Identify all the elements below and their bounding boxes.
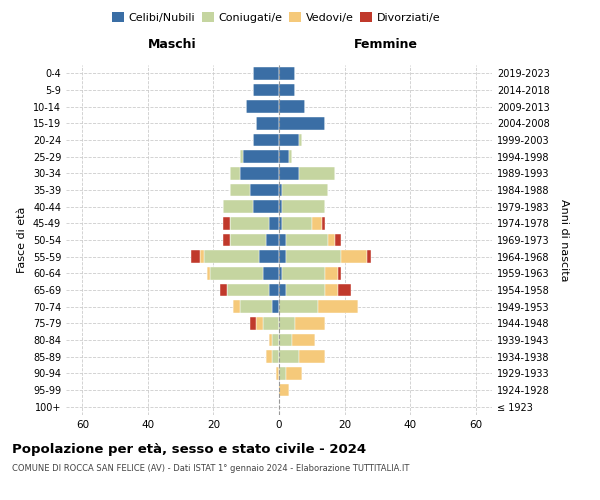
Text: Popolazione per età, sesso e stato civile - 2024: Popolazione per età, sesso e stato civil…: [12, 442, 366, 456]
Bar: [223, 200, 253, 213]
Bar: [299, 350, 325, 363]
Bar: [279, 217, 282, 230]
Bar: [223, 234, 230, 246]
Bar: [279, 200, 282, 213]
Bar: [325, 284, 338, 296]
Bar: [191, 250, 200, 263]
Bar: [282, 267, 325, 280]
Bar: [239, 167, 279, 179]
Bar: [328, 234, 335, 246]
Bar: [286, 234, 328, 246]
Bar: [253, 84, 279, 96]
Bar: [299, 167, 335, 179]
Bar: [272, 350, 279, 363]
Bar: [263, 317, 279, 330]
Bar: [367, 250, 371, 263]
Bar: [246, 100, 279, 113]
Bar: [256, 317, 263, 330]
Text: Maschi: Maschi: [148, 38, 197, 51]
Bar: [338, 284, 351, 296]
Bar: [312, 217, 322, 230]
Bar: [279, 317, 295, 330]
Text: Femmine: Femmine: [353, 38, 418, 51]
Y-axis label: Anni di nascita: Anni di nascita: [559, 198, 569, 281]
Bar: [200, 250, 203, 263]
Bar: [279, 284, 286, 296]
Bar: [233, 300, 239, 313]
Bar: [227, 284, 269, 296]
Bar: [276, 367, 279, 380]
Bar: [279, 367, 286, 380]
Bar: [279, 150, 289, 163]
Bar: [279, 350, 299, 363]
Bar: [292, 334, 315, 346]
Bar: [319, 300, 358, 313]
Bar: [243, 150, 279, 163]
Bar: [299, 134, 302, 146]
Bar: [295, 317, 325, 330]
Bar: [279, 117, 325, 130]
Bar: [279, 234, 286, 246]
Bar: [230, 184, 250, 196]
Bar: [256, 117, 279, 130]
Bar: [279, 384, 289, 396]
Bar: [335, 234, 341, 246]
Bar: [279, 100, 305, 113]
Bar: [279, 134, 299, 146]
Bar: [253, 67, 279, 80]
Bar: [279, 267, 282, 280]
Bar: [279, 300, 319, 313]
Bar: [279, 334, 292, 346]
Bar: [289, 150, 292, 163]
Bar: [279, 67, 295, 80]
Bar: [272, 334, 279, 346]
Bar: [239, 150, 243, 163]
Bar: [266, 350, 272, 363]
Bar: [282, 184, 328, 196]
Bar: [203, 250, 259, 263]
Bar: [253, 134, 279, 146]
Bar: [259, 250, 279, 263]
Legend: Celibi/Nubili, Coniugati/e, Vedovi/e, Divorziati/e: Celibi/Nubili, Coniugati/e, Vedovi/e, Di…: [107, 8, 445, 28]
Bar: [266, 234, 279, 246]
Bar: [325, 267, 338, 280]
Bar: [250, 184, 279, 196]
Bar: [230, 167, 239, 179]
Bar: [341, 250, 367, 263]
Bar: [279, 167, 299, 179]
Bar: [210, 267, 263, 280]
Bar: [269, 217, 279, 230]
Y-axis label: Fasce di età: Fasce di età: [17, 207, 27, 273]
Bar: [338, 267, 341, 280]
Bar: [286, 367, 302, 380]
Bar: [282, 200, 325, 213]
Bar: [220, 284, 227, 296]
Text: COMUNE DI ROCCA SAN FELICE (AV) - Dati ISTAT 1° gennaio 2024 - Elaborazione TUTT: COMUNE DI ROCCA SAN FELICE (AV) - Dati I…: [12, 464, 409, 473]
Bar: [250, 317, 256, 330]
Bar: [263, 267, 279, 280]
Bar: [282, 217, 312, 230]
Bar: [322, 217, 325, 230]
Bar: [239, 300, 272, 313]
Bar: [286, 250, 341, 263]
Bar: [269, 334, 272, 346]
Bar: [272, 300, 279, 313]
Bar: [253, 200, 279, 213]
Bar: [223, 217, 230, 230]
Bar: [279, 250, 286, 263]
Bar: [230, 217, 269, 230]
Bar: [279, 84, 295, 96]
Bar: [286, 284, 325, 296]
Bar: [269, 284, 279, 296]
Bar: [207, 267, 210, 280]
Bar: [230, 234, 266, 246]
Bar: [279, 184, 282, 196]
